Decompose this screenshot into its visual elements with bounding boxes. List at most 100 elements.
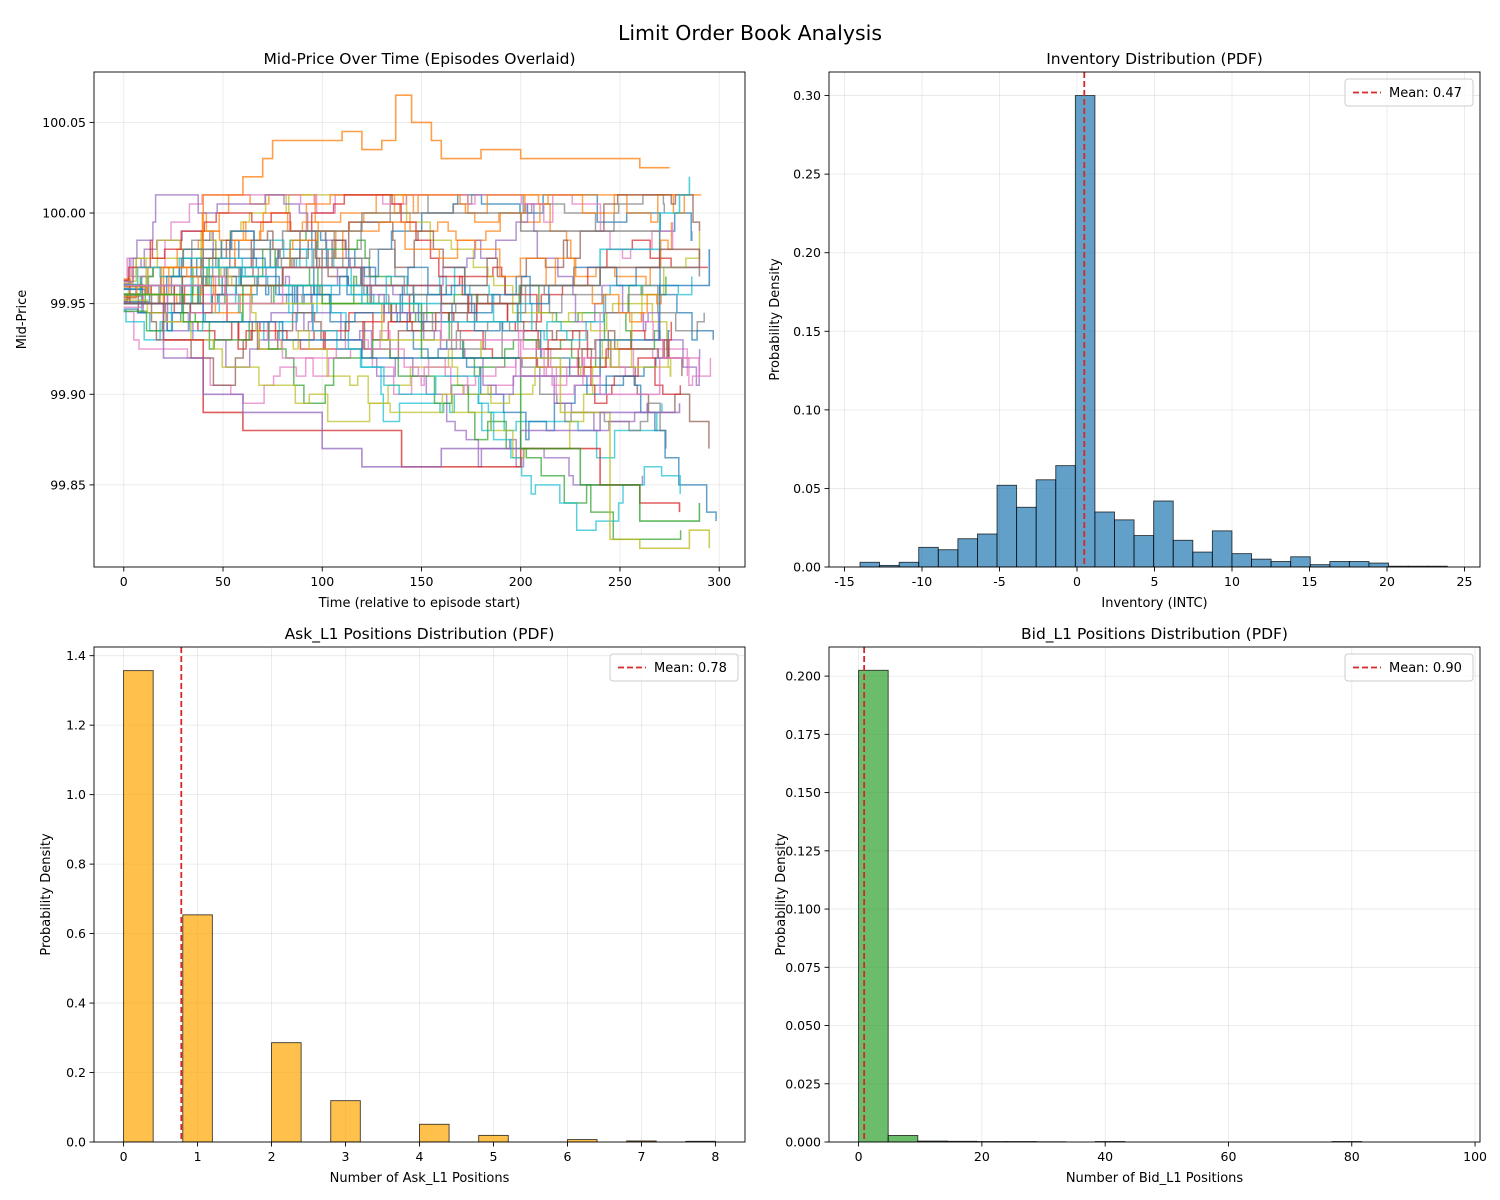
y-tick-label: 0.025 — [785, 1076, 821, 1091]
series-line-episode-purple — [123, 302, 681, 468]
histogram-bar — [918, 546, 939, 567]
histogram-bar — [898, 561, 920, 567]
legend-label: Mean: 0.90 — [1389, 661, 1462, 676]
x-tick-label: 40 — [1097, 1149, 1113, 1164]
y-ticks: 0.0 0.2 0.4 0.6 0.8 1.0 1.2 1.4 — [66, 648, 94, 1150]
y-tick-label: 0.075 — [785, 960, 821, 975]
y-tick-label: 0.00 — [793, 560, 821, 575]
plot-area — [123, 94, 717, 550]
histogram-bar — [1055, 465, 1076, 567]
y-tick-label: 1.0 — [66, 787, 86, 802]
histogram-bar — [1368, 562, 1390, 567]
legend: Mean: 0.47 — [1344, 78, 1474, 107]
histogram-bar — [419, 1123, 450, 1142]
y-tick-label: 99.95 — [50, 296, 86, 311]
episode-line — [123, 194, 702, 296]
panels: 0 50 100 150 200 250 30099.8599.9099.95100.001… — [15, 50, 1487, 1186]
legend-label: Mean: 0.78 — [654, 661, 727, 676]
histogram-bar — [330, 1100, 361, 1142]
plot-area — [859, 72, 1448, 567]
axes-frame — [93, 71, 746, 568]
legend-box — [1344, 653, 1474, 682]
panel-title: Ask_L1 Positions Distribution (PDF) — [285, 625, 555, 644]
y-tick-label: 0.000 — [785, 1135, 821, 1150]
y-tick-label: 0.0 — [66, 1135, 86, 1150]
histogram-bar — [858, 669, 889, 1142]
episode-line — [123, 231, 701, 459]
episode-line — [123, 194, 701, 314]
y-tick-label: 0.30 — [793, 88, 821, 103]
plot-area — [123, 647, 716, 1142]
x-tick-label: 200 — [509, 574, 533, 589]
y-tick-label: 0.150 — [785, 785, 821, 800]
panel-1: 0 50 100 150 200 250 300 99.85 99.90 99.95 100.00 1… — [15, 50, 746, 611]
y-tick-label: 0.050 — [785, 1018, 821, 1033]
y-ticks: 0.00 0.05 0.10 0.15 0.20 0.25 0.30 — [793, 88, 829, 575]
y-axis-label: Mid-Price — [15, 290, 30, 349]
y-axis-label: Probability Density — [768, 258, 783, 381]
series-line-episode-blue — [123, 249, 711, 377]
x-tick-label: 100 — [1463, 1149, 1487, 1164]
y-tick-label: 99.90 — [50, 387, 86, 402]
histogram-bar — [977, 533, 998, 567]
x-tick-label: 6 — [563, 1149, 571, 1164]
histogram-bar — [123, 670, 154, 1142]
x-tick-label: 4 — [416, 1149, 424, 1164]
episode-line — [123, 310, 682, 541]
y-axis-label: Probability Density — [774, 833, 789, 956]
y-tick-label: 0.4 — [66, 996, 86, 1011]
y-tick-label: 0.10 — [793, 402, 821, 417]
y-tick-label: 0.20 — [793, 245, 821, 260]
histogram-bar — [1153, 500, 1174, 567]
x-tick-label: 5 — [1151, 574, 1159, 589]
episode-line — [123, 275, 712, 396]
x-axis-label: Number of Ask_L1 Positions — [330, 1171, 510, 1186]
series-line-episode-orange — [123, 94, 670, 305]
episode-line — [123, 293, 683, 386]
series-line-episode-red — [123, 302, 681, 513]
histogram-bar — [887, 1135, 919, 1142]
y-tick-label: 0.200 — [785, 669, 821, 684]
x-tick-label: 7 — [637, 1149, 645, 1164]
panel-4: 0 20 40 60 80 100 0.000 0.025 0.050 0.075 0.100 0.1… — [774, 625, 1487, 1186]
episode-line — [123, 194, 648, 432]
legend-label: Mean: 0.47 — [1389, 86, 1462, 101]
x-axis-label: Number of Bid_L1 Positions — [1066, 1171, 1244, 1186]
x-tick-label: 0 — [855, 1149, 863, 1164]
histogram-bar — [1211, 530, 1233, 567]
y-tick-label: 0.2 — [66, 1065, 86, 1080]
histogram-bar — [271, 1042, 302, 1142]
episode-line — [123, 239, 710, 449]
series-line-episode-brown — [123, 248, 701, 305]
x-tick-label: 300 — [707, 574, 731, 589]
y-tick-label: 0.175 — [785, 727, 821, 742]
y-tick-label: 100.05 — [42, 115, 86, 130]
x-tick-label: 20 — [1379, 574, 1395, 589]
plot-area — [858, 647, 1363, 1142]
histogram-bar — [1290, 556, 1311, 567]
x-tick-label: 1 — [194, 1149, 202, 1164]
x-ticks: -15 -10 -5 0 5 10 15 20 25 — [834, 567, 1472, 589]
panel-title: Bid_L1 Positions Distribution (PDF) — [1021, 625, 1288, 644]
x-tick-label: 60 — [1221, 1149, 1237, 1164]
episode-line — [123, 257, 681, 531]
histogram-bar — [1035, 479, 1057, 567]
histogram-bar — [1251, 558, 1272, 567]
legend-box — [609, 653, 739, 682]
histogram-bar — [1270, 561, 1292, 567]
panel-title: Mid-Price Over Time (Episodes Overlaid) — [263, 50, 575, 68]
histogram-bar — [1016, 506, 1037, 567]
y-ticks: 0.000 0.025 0.050 0.075 0.100 0.125 0.150 0.175… — [785, 669, 829, 1150]
x-tick-label: 50 — [215, 574, 231, 589]
x-ticks: 0 1 2 3 4 5 6 7 8 — [120, 1142, 719, 1164]
histogram-bar — [1231, 553, 1252, 567]
y-tick-label: 0.15 — [793, 324, 821, 339]
y-tick-label: 0.100 — [785, 902, 821, 917]
x-tick-label: 150 — [410, 574, 434, 589]
episode-line — [123, 257, 667, 449]
histogram-bar — [1329, 561, 1350, 567]
x-tick-label: 25 — [1457, 574, 1473, 589]
histogram-bar — [478, 1134, 509, 1142]
x-axis-label: Inventory (INTC) — [1101, 596, 1207, 611]
